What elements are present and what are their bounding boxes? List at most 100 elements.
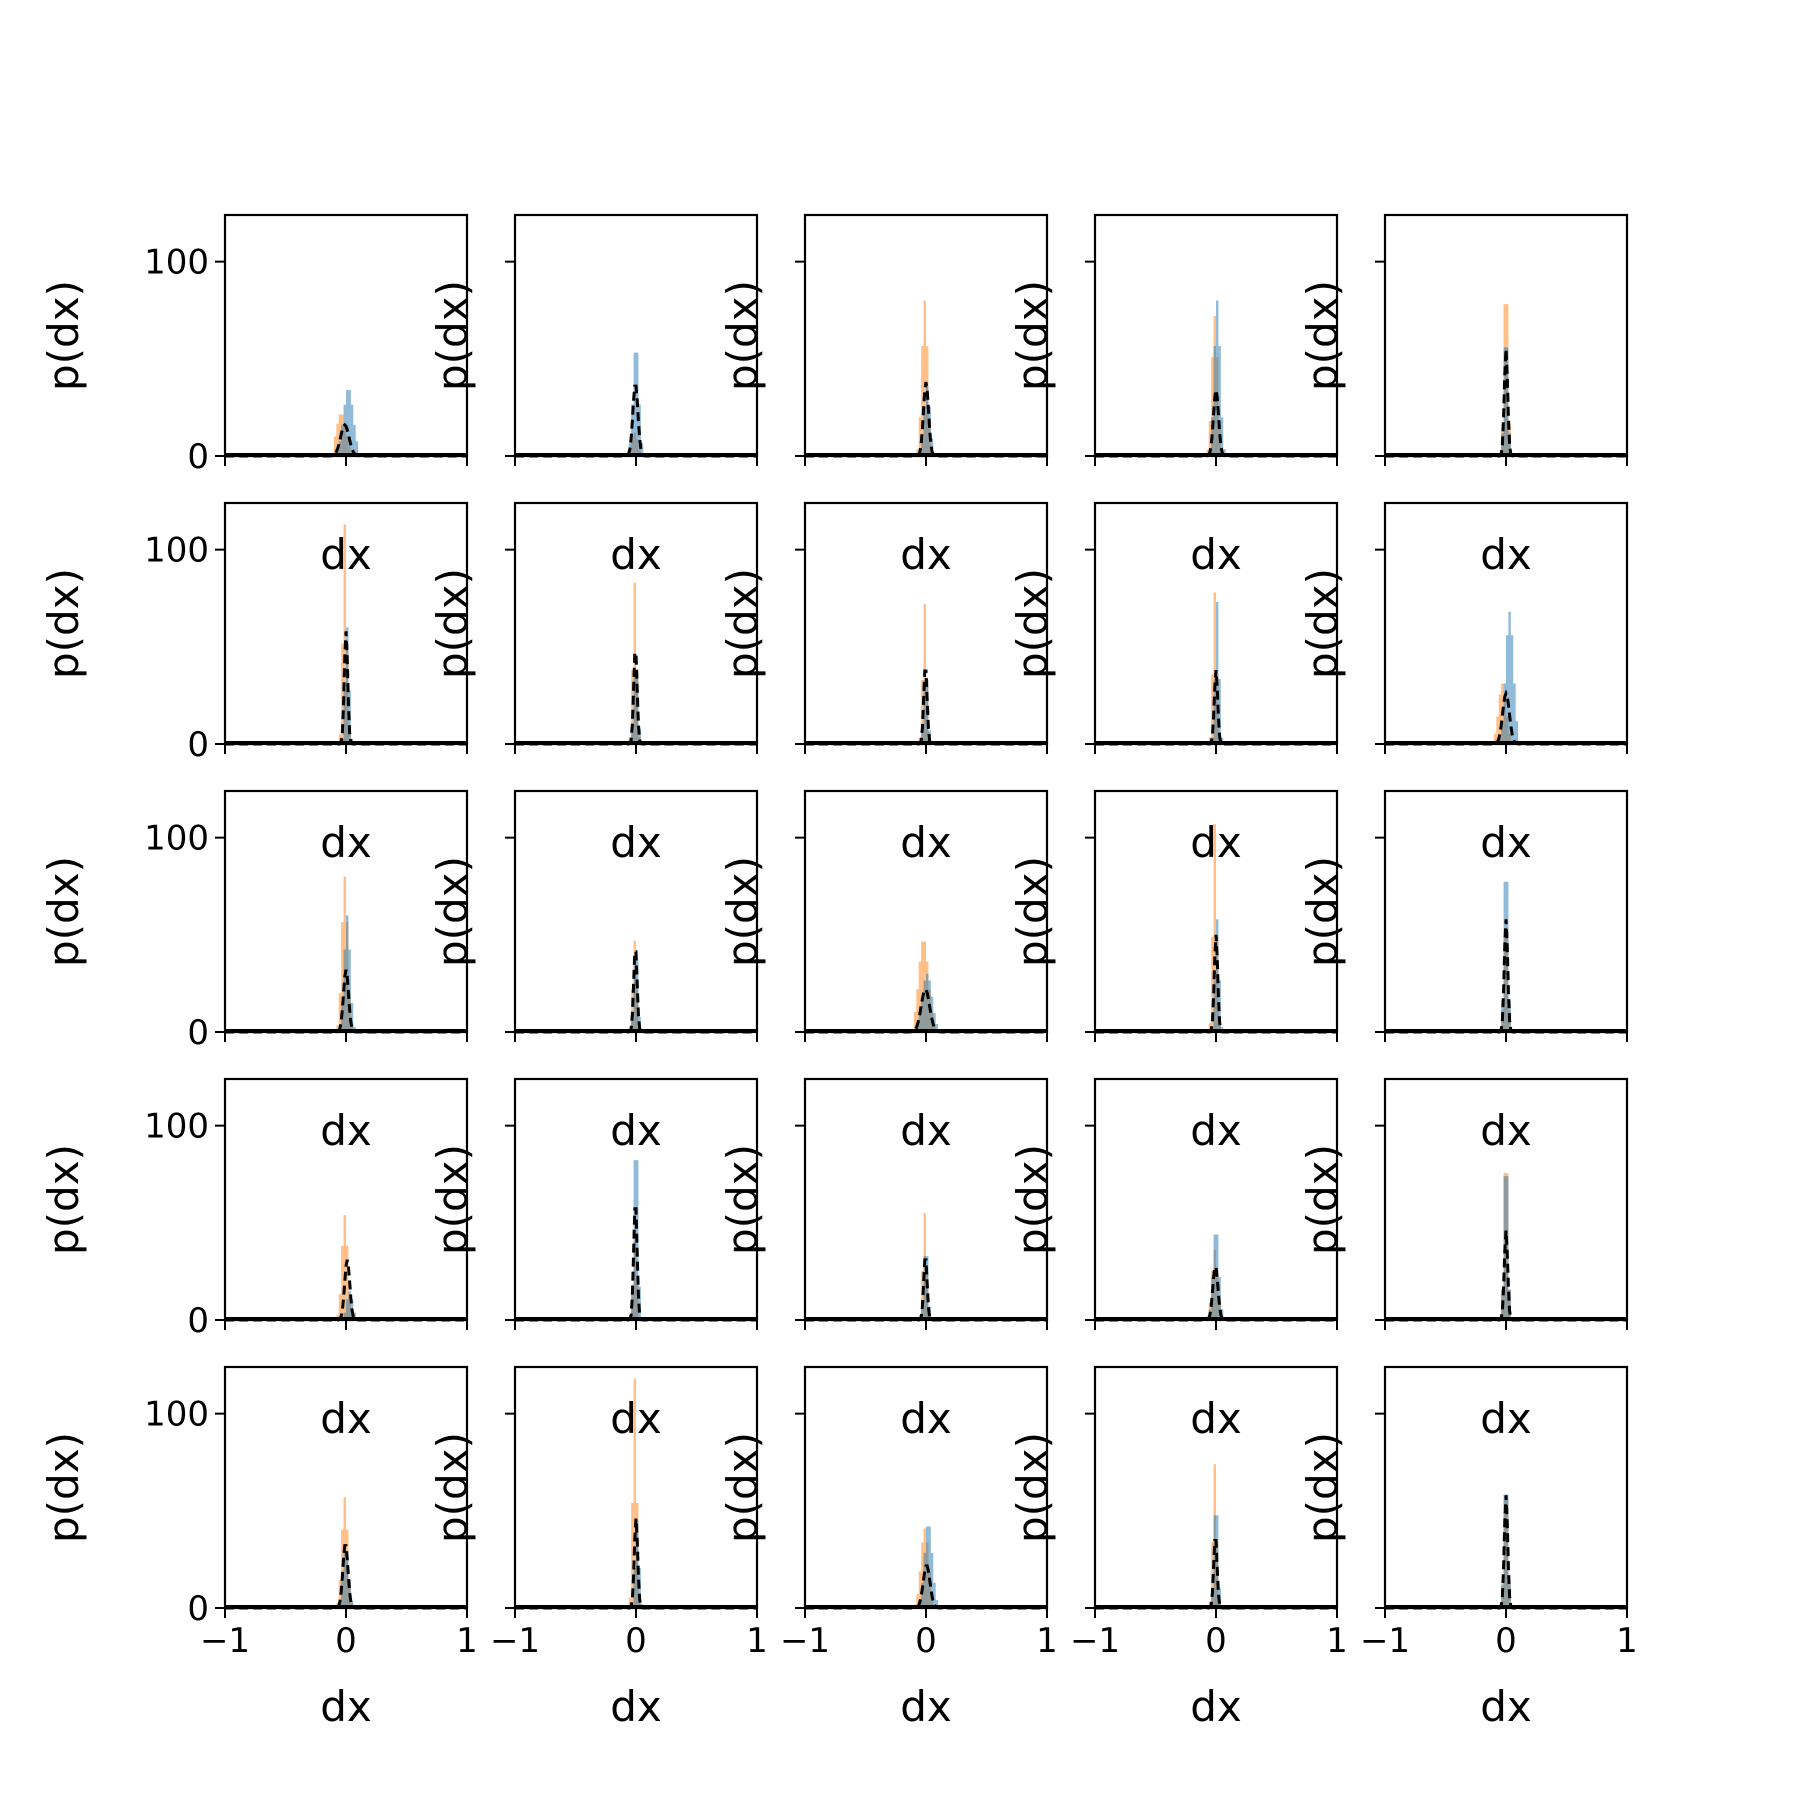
orange-bar [1496,716,1499,744]
x-axis-label: dx [610,530,662,579]
panel-4-2: dx p(dx) [428,1077,759,1443]
orange-bar [343,1215,346,1320]
y-axis-label: p(dx) [1298,280,1347,391]
y-axis-label: p(dx) [718,856,767,967]
blue-bar [633,1567,636,1608]
blue-bar [631,728,634,744]
orange-bar [628,1597,632,1608]
y-axis-label: p(dx) [428,1432,477,1543]
blue-bar [631,1016,634,1032]
blue-bar [346,1299,349,1320]
y-tick-label: 0 [187,725,209,765]
blue-bar [923,406,926,456]
y-tick-label: 0 [187,1301,209,1341]
blue-bar [1506,635,1509,744]
x-axis-label: dx [900,1682,952,1731]
blue-bar [633,1160,636,1320]
orange-bar [1493,733,1497,744]
orange-bar [921,346,924,456]
blue-bar [638,1286,641,1320]
y-axis-label: p(dx) [428,856,477,967]
x-axis-label: dx [1480,1682,1532,1731]
panel-3-3: dx p(dx) [718,789,1049,1155]
panel-1-4: dx p(dx) [1008,213,1339,579]
blue-bar [631,404,634,456]
panel-1-3: dx p(dx) [718,213,1049,579]
fit-curve [805,381,1047,458]
x-axis-label: dx [900,818,952,867]
orange-bar [333,436,337,456]
orange-bar [346,1245,349,1320]
x-tick-label: 1 [456,1621,478,1661]
blue-bar [633,672,636,744]
blue-bar [636,1520,639,1608]
orange-bar [341,643,344,744]
y-axis-label: p(dx) [718,1432,767,1543]
blue-bar [923,980,926,1032]
blue-bar [638,728,641,744]
x-axis-label: dx [1190,1394,1242,1443]
blue-bar [633,960,636,1032]
x-axis-label: dx [610,818,662,867]
y-tick-label: 100 [144,243,209,283]
x-tick-label: −1 [1070,1621,1120,1661]
orange-bar [633,1378,636,1608]
blue-bar [1506,1176,1509,1320]
y-axis-label: p(dx) [39,856,88,967]
blue-bar [935,1024,939,1032]
y-axis-label: p(dx) [718,280,767,391]
orange-bar [913,1011,917,1032]
blue-bar [921,996,924,1032]
blue-bar [1503,683,1506,744]
blue-bar [921,1582,924,1608]
orange-bar [918,1571,922,1608]
x-axis-label: dx [900,530,952,579]
orange-bar [1208,421,1212,456]
y-axis-label: p(dx) [1008,856,1057,967]
orange-bar [921,1542,924,1608]
y-axis-label: p(dx) [1298,1144,1347,1255]
y-axis-label: p(dx) [428,280,477,391]
orange-bar [631,1503,634,1608]
blue-bar [1506,881,1509,1032]
x-axis-label: dx [1480,1106,1532,1155]
orange-bar [633,582,636,744]
x-axis-label: dx [610,1106,662,1155]
panel-1-5: dx p(dx) [1298,213,1629,579]
x-tick-label: 1 [1616,1621,1638,1661]
blue-bar [348,390,351,456]
orange-bar [338,734,342,744]
y-axis-label: p(dx) [428,1144,477,1255]
orange-bar [341,1245,344,1320]
panel-5-4: −1 0 1 dx p(dx) [1008,1365,1348,1731]
fit-curve [225,631,467,746]
blue-bar [923,680,926,744]
blue-bar [1220,737,1224,744]
x-tick-label: 0 [335,1621,357,1661]
blue-bar [633,352,636,456]
x-axis-label: dx [610,1682,662,1731]
orange-bar [1206,449,1209,456]
panel-2-3: dx p(dx) [718,501,1049,867]
x-tick-label: −1 [780,1621,830,1661]
blue-bar [1508,433,1511,456]
y-axis-label: p(dx) [718,568,767,679]
y-axis-label: p(dx) [718,1144,767,1255]
panel-4-3: dx p(dx) [718,1077,1049,1443]
x-axis-label: dx [1190,530,1242,579]
blue-bar [343,1312,346,1320]
x-axis-label: dx [900,1394,952,1443]
panel-4-5: dx p(dx) [1298,1077,1629,1443]
x-tick-label: 0 [1495,1621,1517,1661]
orange-bar [918,961,922,1032]
y-axis-label: p(dx) [1008,280,1057,391]
x-tick-label: −1 [1360,1621,1410,1661]
blue-bar [341,424,344,456]
blue-bar [921,1306,924,1320]
blue-bar [930,996,934,1032]
x-tick-label: 0 [625,1621,647,1661]
y-tick-label: 100 [144,531,209,571]
panel-1-2: dx p(dx) [428,213,759,579]
orange-bar [916,1594,919,1608]
